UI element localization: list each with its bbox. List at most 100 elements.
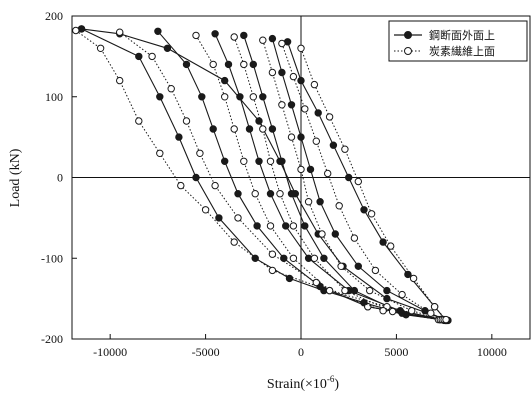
data-point bbox=[268, 68, 277, 77]
data-point bbox=[324, 169, 332, 178]
legend-marker-carbon bbox=[404, 47, 412, 55]
series-line bbox=[287, 41, 447, 321]
data-point bbox=[383, 286, 391, 295]
data-point bbox=[310, 254, 319, 262]
data-point bbox=[285, 274, 294, 283]
series-line bbox=[281, 43, 445, 321]
x-tick-label: 10000 bbox=[477, 345, 507, 359]
data-point bbox=[268, 125, 277, 133]
data-point bbox=[287, 101, 296, 109]
data-point bbox=[289, 72, 298, 81]
data-point bbox=[236, 93, 244, 101]
data-point bbox=[135, 52, 143, 61]
legend-label-steel: 鋼断面外面上 bbox=[429, 28, 495, 42]
data-point bbox=[345, 173, 353, 182]
data-point bbox=[306, 165, 315, 174]
data-point bbox=[331, 230, 339, 238]
data-point bbox=[310, 80, 319, 89]
data-point bbox=[259, 93, 267, 101]
data-point bbox=[409, 274, 418, 283]
data-point bbox=[259, 125, 267, 133]
data-point bbox=[287, 133, 296, 141]
data-point bbox=[234, 214, 242, 222]
data-point bbox=[297, 133, 305, 141]
data-point bbox=[240, 60, 248, 69]
data-point bbox=[301, 105, 309, 113]
data-point bbox=[282, 222, 290, 230]
y-tick-label: 100 bbox=[45, 90, 63, 104]
data-point bbox=[312, 278, 320, 287]
data-point bbox=[201, 206, 210, 214]
data-point bbox=[427, 309, 435, 317]
data-point bbox=[163, 44, 172, 52]
data-point bbox=[259, 36, 267, 44]
data-point bbox=[364, 303, 372, 311]
data-point bbox=[177, 181, 185, 190]
data-point bbox=[234, 190, 242, 198]
x-tick-label: -10000 bbox=[93, 345, 127, 359]
data-point bbox=[266, 157, 275, 166]
data-point bbox=[211, 181, 219, 190]
data-point bbox=[325, 286, 334, 295]
x-tick-label: 0 bbox=[298, 345, 304, 359]
y-axis-title: Load (kN) bbox=[8, 148, 23, 207]
data-point bbox=[215, 214, 223, 222]
data-point bbox=[148, 52, 156, 61]
data-point bbox=[297, 44, 305, 52]
data-point bbox=[297, 165, 305, 174]
data-point bbox=[266, 222, 275, 230]
data-point bbox=[268, 34, 277, 43]
legend: 鋼断面外面上 炭素繊維上面 bbox=[388, 20, 528, 62]
data-point bbox=[354, 177, 362, 186]
data-point bbox=[253, 222, 261, 230]
data-point bbox=[278, 39, 286, 48]
y-tick-label: -200 bbox=[41, 332, 63, 346]
legend-marker-steel bbox=[404, 31, 412, 39]
data-point bbox=[255, 157, 263, 166]
data-point bbox=[209, 60, 217, 69]
y-tick-label: -100 bbox=[41, 251, 63, 265]
x-axis-ticks: -10000 -5000 0 5000 10000 bbox=[93, 334, 507, 359]
series-line bbox=[233, 36, 441, 321]
data-point bbox=[398, 290, 406, 299]
data-point bbox=[379, 238, 387, 246]
data-point bbox=[289, 222, 298, 230]
data-point bbox=[182, 60, 191, 69]
data-point bbox=[371, 266, 380, 275]
x-axis-title-exponent: -6 bbox=[327, 374, 335, 384]
data-point bbox=[192, 173, 200, 182]
data-point bbox=[255, 117, 263, 125]
data-point bbox=[156, 93, 164, 101]
data-point bbox=[154, 27, 162, 35]
data-point bbox=[350, 286, 359, 295]
data-point bbox=[329, 141, 338, 149]
data-point bbox=[221, 93, 229, 101]
series-line bbox=[75, 30, 441, 321]
data-point bbox=[251, 190, 259, 198]
series-carbon-fiber-surface bbox=[72, 26, 450, 324]
data-point bbox=[350, 234, 359, 242]
data-point bbox=[337, 262, 345, 270]
series-line bbox=[157, 30, 447, 321]
data-point bbox=[196, 149, 204, 158]
data-point bbox=[240, 157, 248, 166]
data-point bbox=[280, 254, 288, 262]
series-line bbox=[262, 40, 443, 321]
data-point bbox=[209, 125, 217, 133]
data-point bbox=[116, 28, 124, 36]
series-line bbox=[81, 28, 449, 321]
zero-lines bbox=[72, 16, 530, 339]
x-tick-label: -5000 bbox=[192, 345, 220, 359]
data-point bbox=[175, 133, 183, 141]
data-point bbox=[430, 303, 439, 311]
data-point bbox=[230, 125, 238, 133]
data-point bbox=[289, 254, 298, 262]
data-point bbox=[314, 109, 322, 117]
data-point bbox=[268, 250, 277, 258]
data-point bbox=[276, 190, 284, 198]
data-point bbox=[268, 266, 277, 275]
data-point bbox=[266, 190, 275, 198]
data-point bbox=[135, 117, 143, 125]
data-point bbox=[325, 113, 334, 121]
